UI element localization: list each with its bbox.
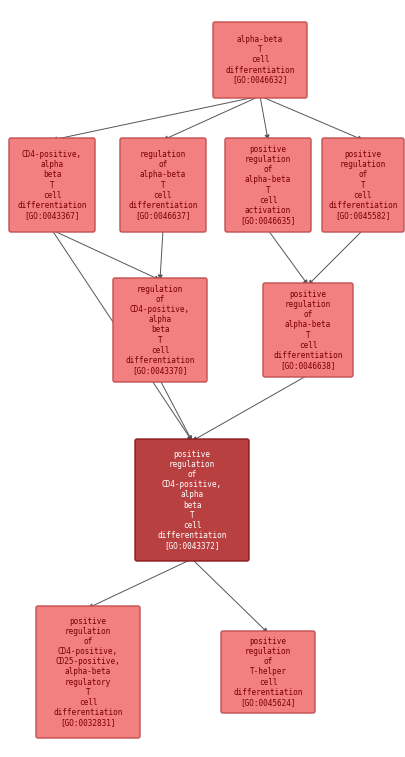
Text: positive
regulation
of
alpha-beta
T
cell
differentiation
[GO:0046638]: positive regulation of alpha-beta T cell… bbox=[273, 291, 343, 369]
FancyBboxPatch shape bbox=[322, 138, 404, 232]
Text: positive
regulation
of
T-helper
cell
differentiation
[GO:0045624]: positive regulation of T-helper cell dif… bbox=[233, 637, 303, 706]
FancyBboxPatch shape bbox=[113, 278, 207, 382]
Text: positive
regulation
of
alpha-beta
T
cell
activation
[GO:0046635]: positive regulation of alpha-beta T cell… bbox=[240, 145, 296, 225]
FancyBboxPatch shape bbox=[120, 138, 206, 232]
FancyBboxPatch shape bbox=[225, 138, 311, 232]
FancyBboxPatch shape bbox=[221, 631, 315, 713]
FancyBboxPatch shape bbox=[36, 606, 140, 738]
Text: positive
regulation
of
CD4-positive,
alpha
beta
T
cell
differentiation
[GO:00433: positive regulation of CD4-positive, alp… bbox=[157, 450, 227, 550]
FancyBboxPatch shape bbox=[263, 283, 353, 377]
FancyBboxPatch shape bbox=[135, 439, 249, 561]
Text: positive
regulation
of
CD4-positive,
CD25-positive,
alpha-beta
regulatory
T
cell: positive regulation of CD4-positive, CD2… bbox=[53, 617, 123, 727]
Text: alpha-beta
T
cell
differentiation
[GO:0046632]: alpha-beta T cell differentiation [GO:00… bbox=[225, 36, 295, 85]
Text: positive
regulation
of
T
cell
differentiation
[GO:0045582]: positive regulation of T cell differenti… bbox=[328, 151, 398, 220]
Text: CD4-positive,
alpha
beta
T
cell
differentiation
[GO:0043367]: CD4-positive, alpha beta T cell differen… bbox=[17, 151, 87, 220]
Text: regulation
of
CD4-positive,
alpha
beta
T
cell
differentiation
[GO:0043370]: regulation of CD4-positive, alpha beta T… bbox=[125, 285, 195, 375]
FancyBboxPatch shape bbox=[213, 22, 307, 98]
Text: regulation
of
alpha-beta
T
cell
differentiation
[GO:0046637]: regulation of alpha-beta T cell differen… bbox=[128, 151, 198, 220]
FancyBboxPatch shape bbox=[9, 138, 95, 232]
